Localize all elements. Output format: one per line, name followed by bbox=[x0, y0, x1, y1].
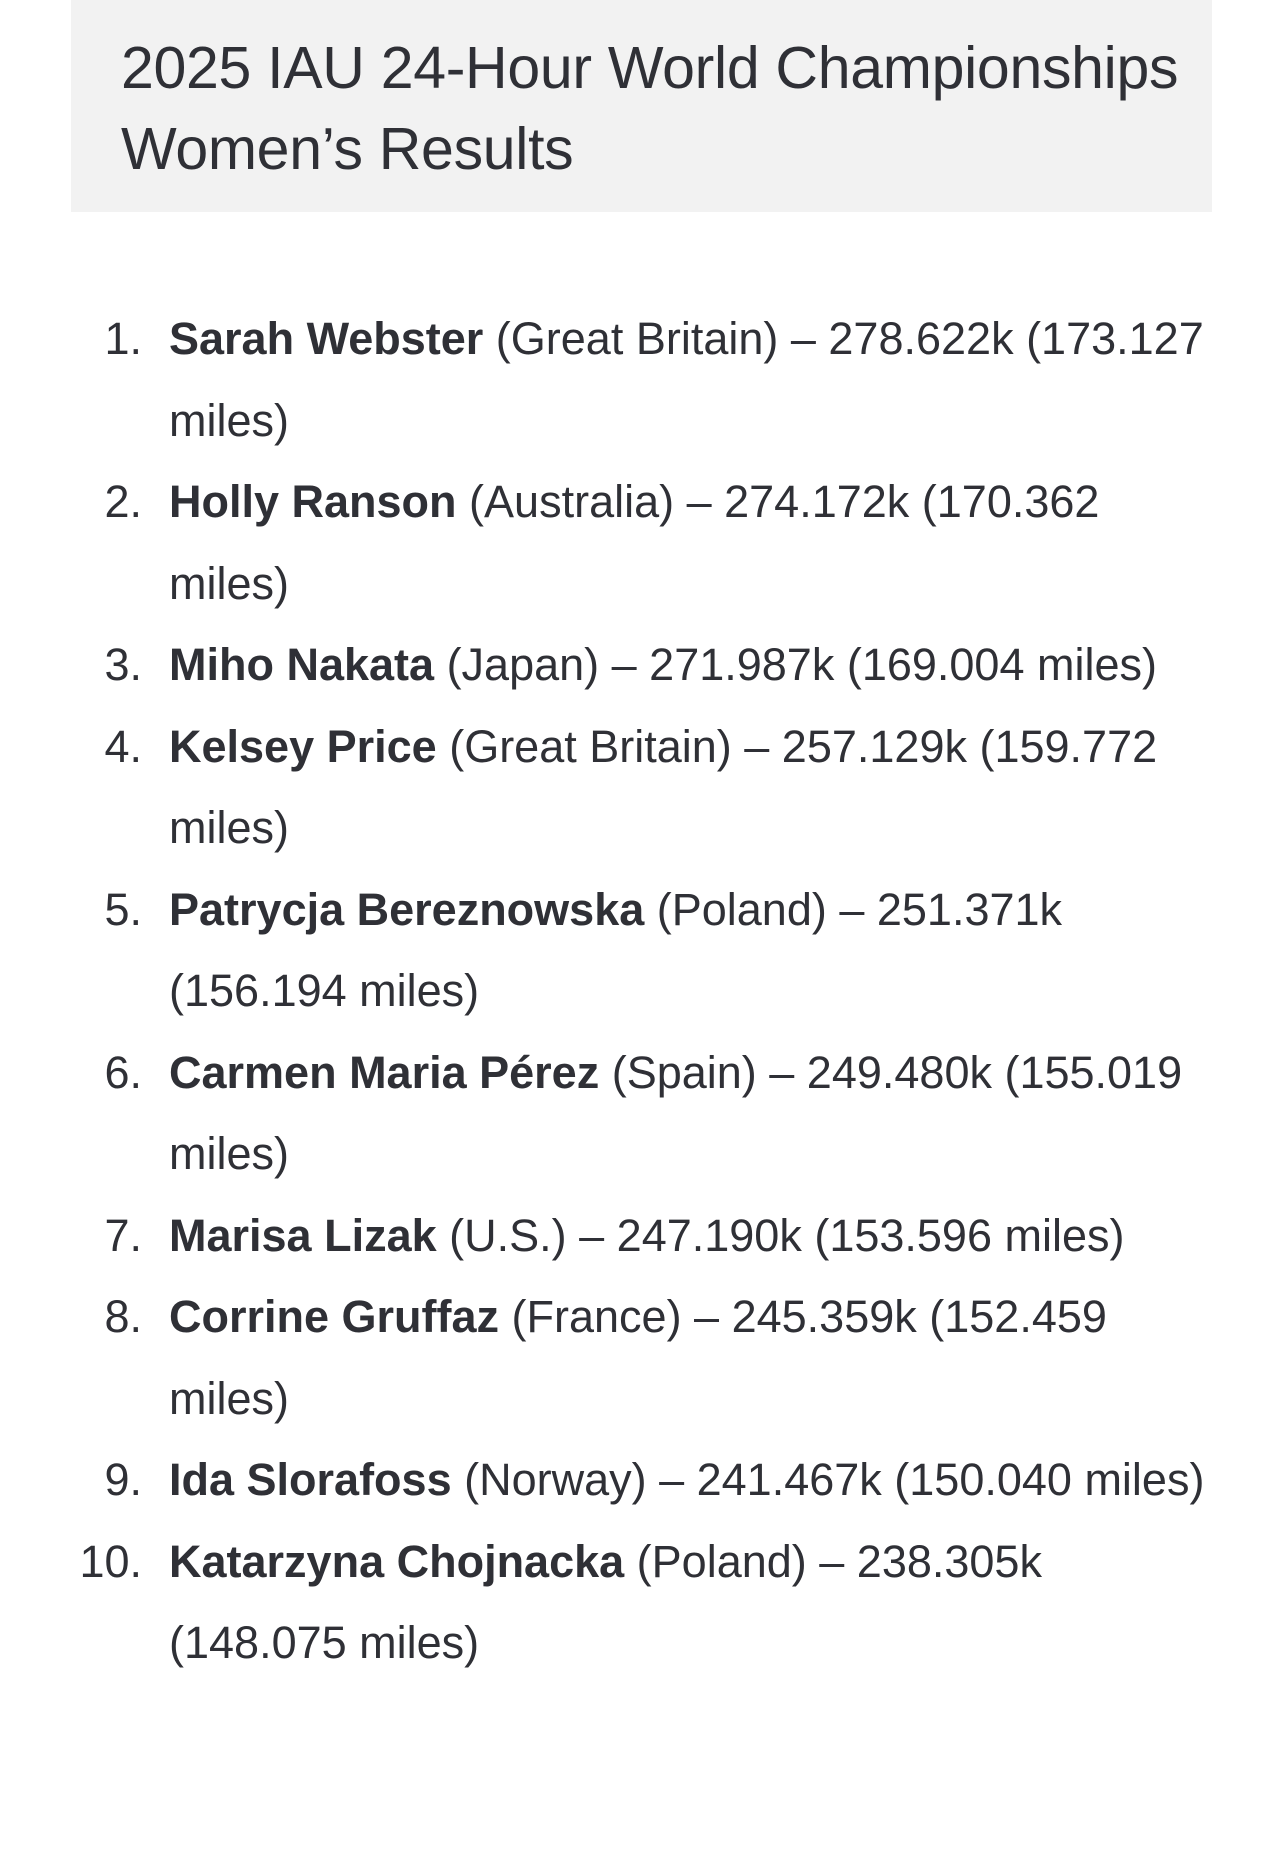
result-detail: (Spain) – 249.480k (155.019 miles) bbox=[169, 1046, 1183, 1180]
results-list: 1. Sarah Webster (Great Britain) – 278.62… bbox=[0, 298, 1220, 1684]
list-item: 3. Miho Nakata (Japan) – 271.987k (169.00… bbox=[0, 624, 1220, 706]
rank: 1. bbox=[104, 313, 142, 364]
athlete-name: Corrine Gruffaz bbox=[169, 1291, 500, 1342]
result-detail: (Australia) – 274.172k (170.362 miles) bbox=[169, 476, 1100, 609]
result-detail: (U.S.) – 247.190k (153.596 miles) bbox=[436, 1209, 1125, 1261]
athlete-name: Ida Slorafoss bbox=[169, 1454, 452, 1505]
rank: 8. bbox=[104, 1291, 142, 1342]
list-item: 9. Ida Slorafoss (Norway) – 241.467k (150… bbox=[0, 1439, 1220, 1521]
list-item: 6. Carmen Maria Pérez (Spain) – 249.480k … bbox=[0, 1032, 1220, 1195]
athlete-name: Katarzyna Chojnacka bbox=[169, 1535, 625, 1587]
athlete-name: Miho Nakata bbox=[169, 639, 435, 690]
rank: 6. bbox=[104, 1046, 142, 1098]
rank: 5. bbox=[104, 883, 142, 935]
list-item: 5. Patrycja Bereznowska (Poland) – 251.37… bbox=[0, 869, 1220, 1032]
result-detail: (Great Britain) – 257.129k (159.772 mile… bbox=[169, 720, 1158, 854]
list-item: 1. Sarah Webster (Great Britain) – 278.62… bbox=[0, 298, 1220, 461]
list-item: 7. Marisa Lizak (U.S.) – 247.190k (153.59… bbox=[0, 1195, 1220, 1277]
rank: 10. bbox=[79, 1535, 142, 1587]
list-item: 2. Holly Ranson (Australia) – 274.172k (1… bbox=[0, 461, 1220, 624]
title-banner: 2025 IAU 24-Hour World Championships Wom… bbox=[71, 0, 1212, 212]
athlete-name: Carmen Maria Pérez bbox=[169, 1046, 600, 1098]
rank: 4. bbox=[104, 720, 142, 772]
list-item: 10. Katarzyna Chojnacka (Poland) – 238.30… bbox=[0, 1521, 1220, 1684]
result-detail: (France) – 245.359k (152.459 miles) bbox=[169, 1291, 1107, 1424]
result-detail: (Poland) – 251.371k (156.194 miles) bbox=[169, 883, 1063, 1017]
result-detail: (Japan) – 271.987k (169.004 miles) bbox=[434, 639, 1157, 690]
list-item: 8. Corrine Gruffaz (France) – 245.359k (1… bbox=[0, 1276, 1220, 1439]
athlete-name: Marisa Lizak bbox=[169, 1209, 437, 1261]
result-detail: (Norway) – 241.467k (150.040 miles) bbox=[451, 1454, 1205, 1505]
athlete-name: Holly Ranson bbox=[169, 476, 457, 527]
athlete-name: Kelsey Price bbox=[169, 720, 437, 772]
result-detail: (Great Britain) – 278.622k (173.127 mile… bbox=[169, 313, 1204, 446]
result-detail: (Poland) – 238.305k (148.075 miles) bbox=[169, 1535, 1042, 1669]
rank: 2. bbox=[104, 476, 142, 527]
athlete-name: Sarah Webster bbox=[169, 313, 484, 364]
rank: 3. bbox=[104, 639, 142, 690]
athlete-name: Patrycja Bereznowska bbox=[169, 883, 645, 935]
rank: 7. bbox=[104, 1209, 142, 1261]
page-title: 2025 IAU 24-Hour World Championships Wom… bbox=[121, 35, 1179, 182]
rank: 9. bbox=[104, 1454, 142, 1505]
list-item: 4. Kelsey Price (Great Britain) – 257.129… bbox=[0, 706, 1220, 869]
